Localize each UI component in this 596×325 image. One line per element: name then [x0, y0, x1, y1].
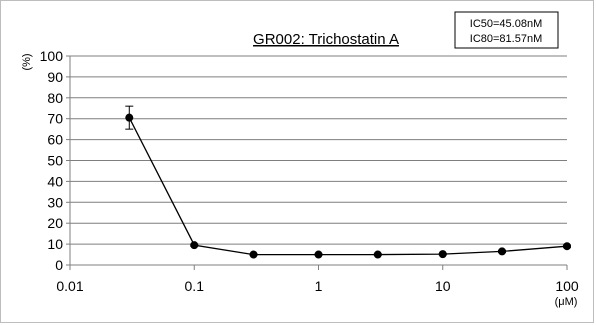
data-point	[314, 250, 323, 259]
data-point	[373, 250, 382, 259]
data-point	[249, 250, 258, 259]
data-point	[563, 242, 571, 251]
y-tick-label: 100	[40, 48, 64, 64]
tick-labels: 0 10 20 30 40 50 60 70 80 90 100 0.01 0.1 1 10 100	[40, 48, 579, 294]
ic50-annotation: IC50=45.08nM	[470, 18, 542, 30]
x-tick-label: 10	[435, 278, 451, 294]
y-tick-label: 30	[47, 194, 63, 210]
y-axis-label: (%)	[21, 53, 33, 70]
x-axis-unit: (μM)	[555, 296, 578, 308]
series-line	[128, 117, 568, 256]
ic80-annotation: IC80=81.57nM	[470, 33, 542, 45]
grid	[70, 55, 567, 245]
axes	[66, 55, 568, 270]
y-tick-label: 20	[47, 215, 63, 231]
x-tick-label: 100	[555, 278, 579, 294]
series	[125, 105, 571, 259]
y-tick-label: 60	[47, 132, 63, 148]
y-tick-label: 40	[47, 173, 63, 189]
y-tick-label: 80	[47, 90, 63, 106]
data-point	[438, 250, 447, 259]
y-tick-label: 10	[47, 236, 63, 252]
data-point	[498, 247, 507, 256]
x-tick-label: 1	[315, 278, 323, 294]
chart-title: GR002: Trichostatin A	[253, 31, 399, 48]
data-point	[190, 241, 199, 250]
y-tick-label: 90	[47, 69, 63, 85]
y-tick-label: 0	[55, 257, 63, 273]
y-tick-label: 50	[47, 153, 63, 169]
x-tick-label: 0.1	[185, 278, 205, 294]
y-tick-label: 70	[47, 111, 63, 127]
ic-annotation-box	[454, 11, 559, 49]
data-point	[125, 113, 134, 122]
x-tick-label: 0.01	[56, 278, 83, 294]
